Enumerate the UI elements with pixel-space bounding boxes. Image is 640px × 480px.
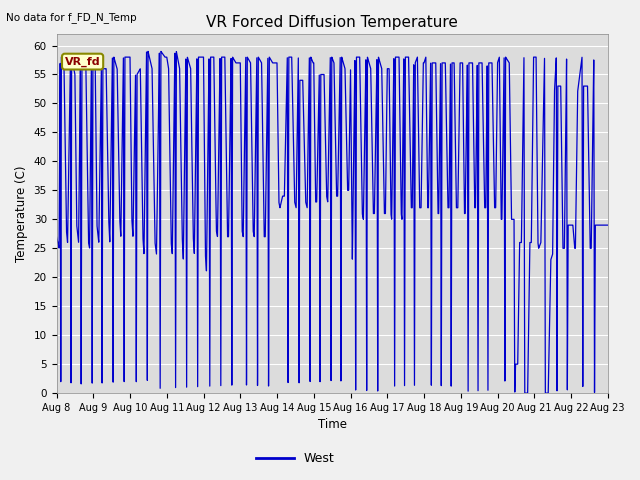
Y-axis label: Temperature (C): Temperature (C) [15, 165, 28, 262]
Text: VR_fd: VR_fd [65, 57, 100, 67]
X-axis label: Time: Time [317, 419, 347, 432]
Text: No data for f_FD_N_Temp: No data for f_FD_N_Temp [6, 12, 137, 23]
Text: West: West [304, 452, 335, 465]
Title: VR Forced Diffusion Temperature: VR Forced Diffusion Temperature [206, 15, 458, 30]
